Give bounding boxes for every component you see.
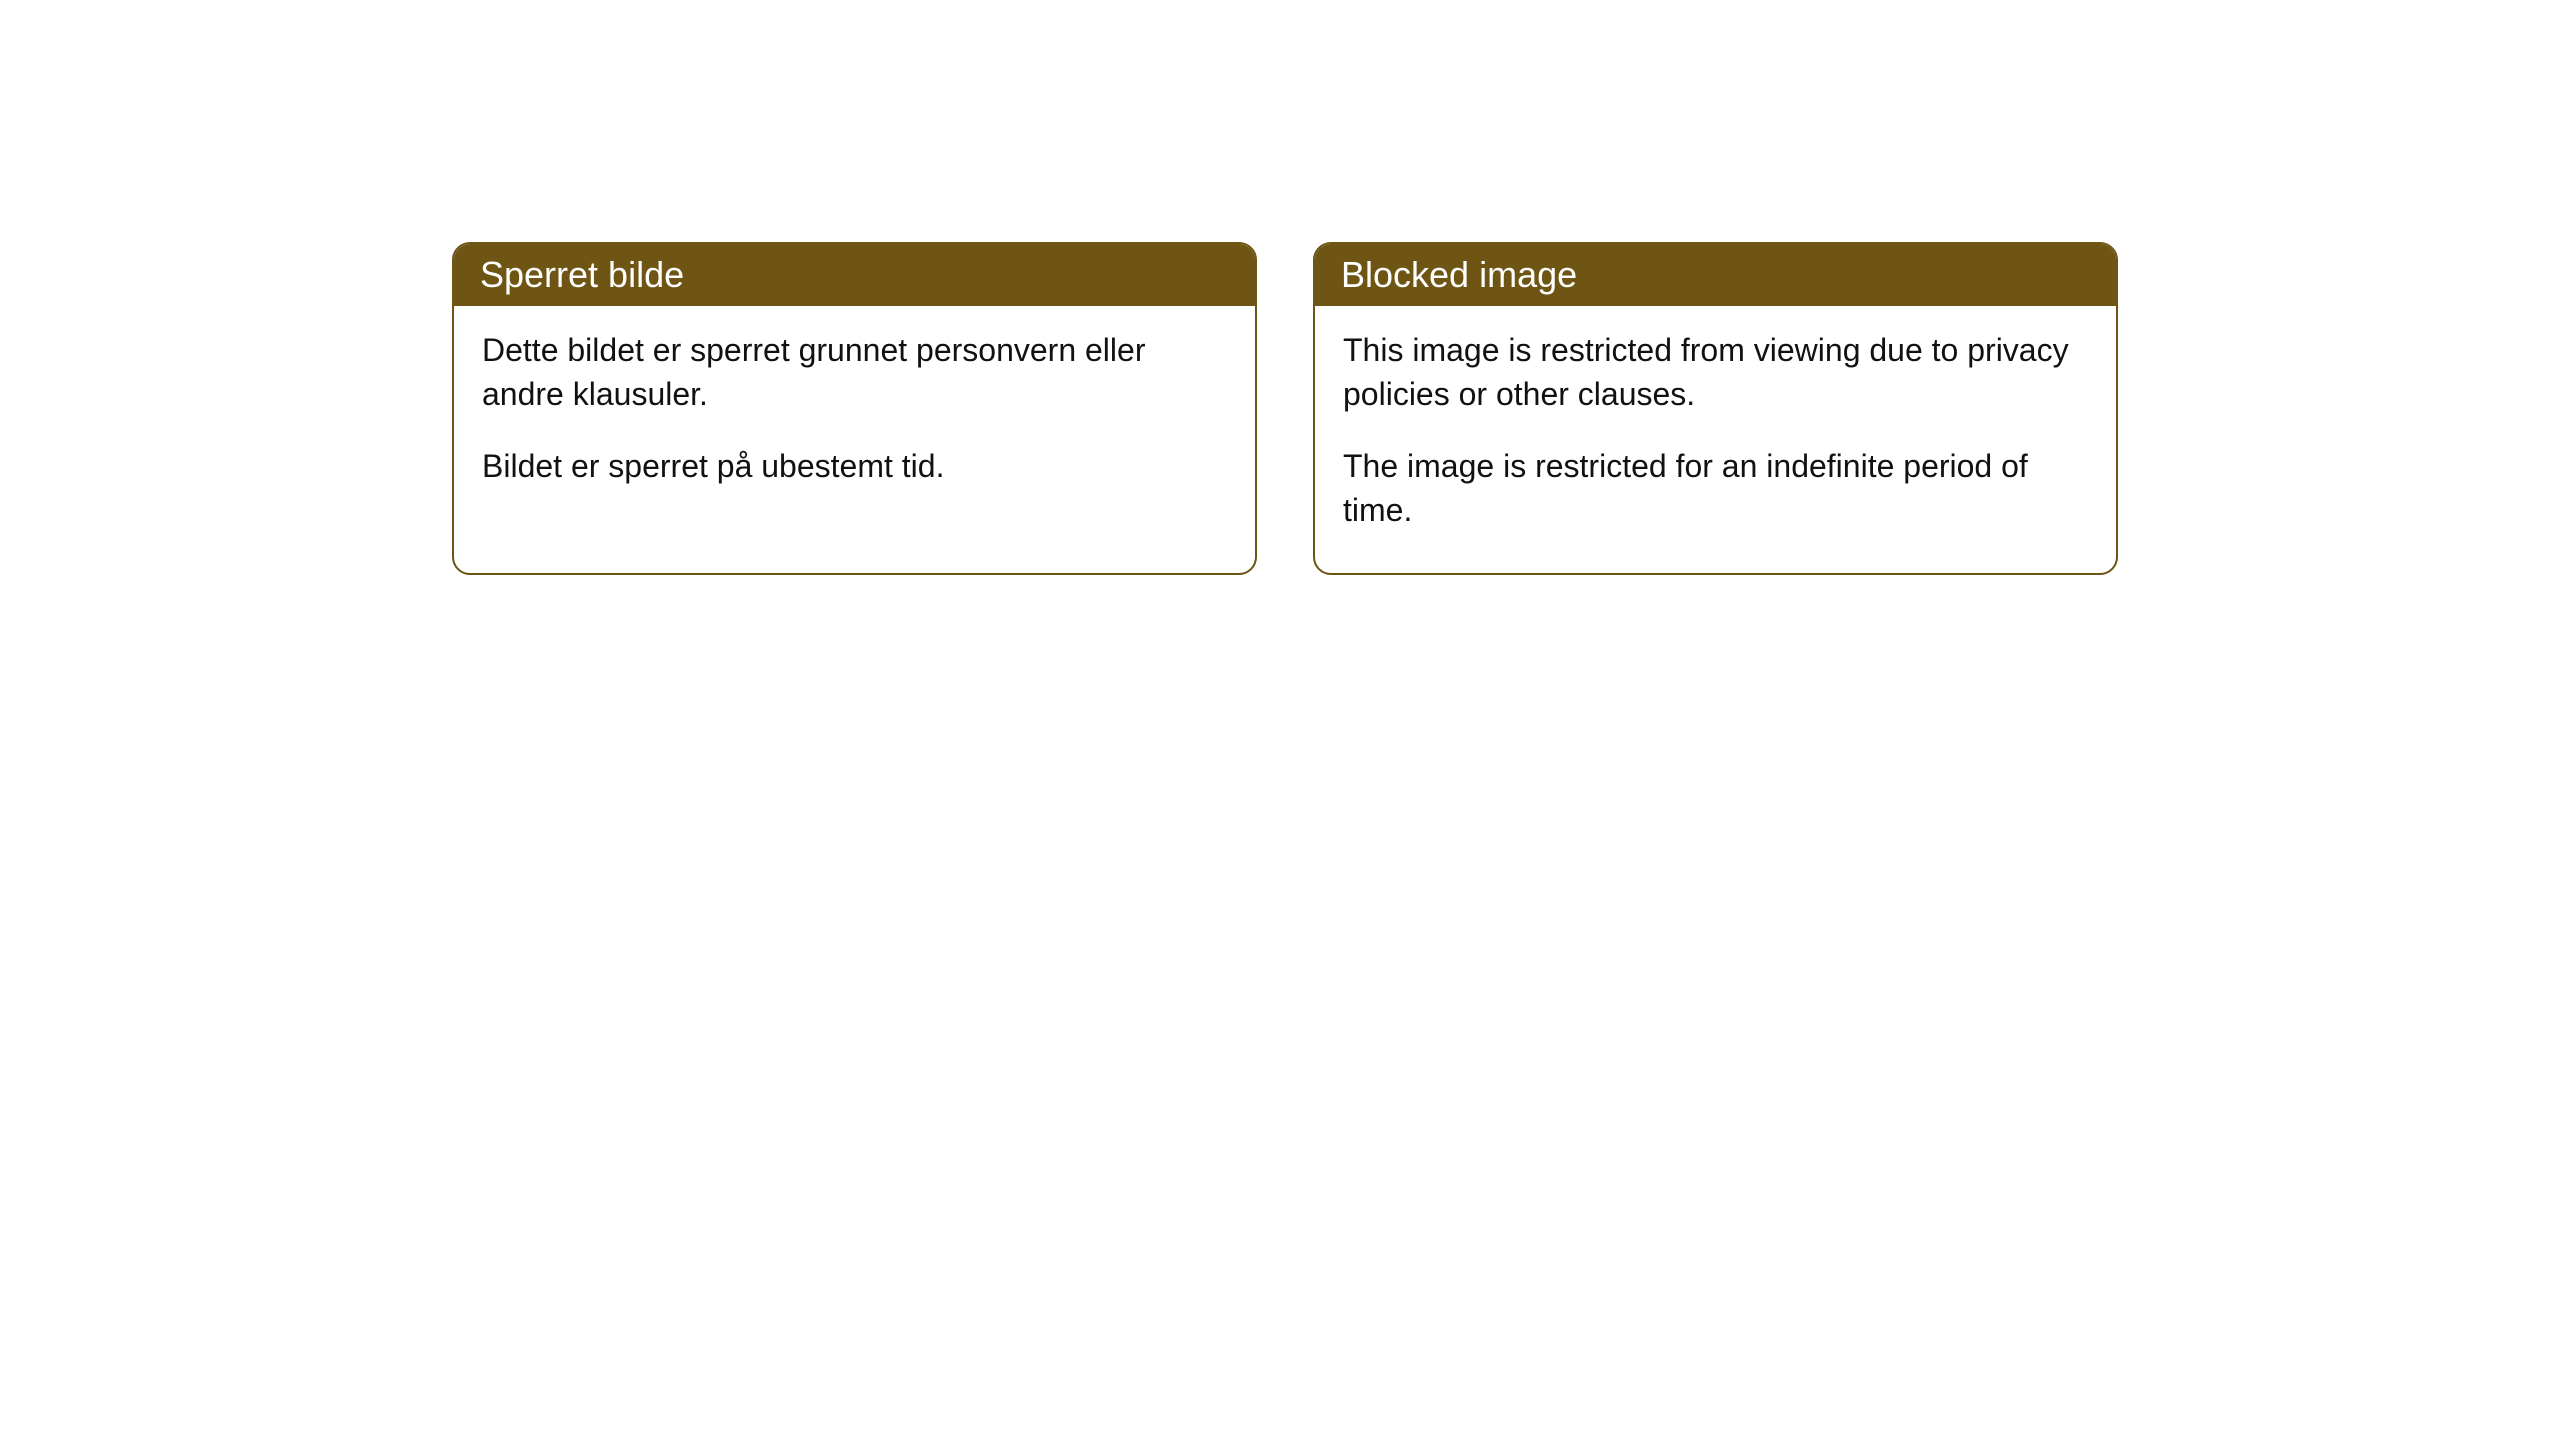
card-paragraph-en-2: The image is restricted for an indefinit… xyxy=(1343,444,2088,532)
card-body-en: This image is restricted from viewing du… xyxy=(1315,306,2116,573)
card-paragraph-no-2: Bildet er sperret på ubestemt tid. xyxy=(482,444,1227,488)
card-header-no: Sperret bilde xyxy=(454,244,1255,306)
card-paragraph-no-1: Dette bildet er sperret grunnet personve… xyxy=(482,328,1227,416)
card-container: Sperret bilde Dette bildet er sperret gr… xyxy=(452,242,2118,575)
card-header-en: Blocked image xyxy=(1315,244,2116,306)
blocked-image-card-en: Blocked image This image is restricted f… xyxy=(1313,242,2118,575)
card-paragraph-en-1: This image is restricted from viewing du… xyxy=(1343,328,2088,416)
card-body-no: Dette bildet er sperret grunnet personve… xyxy=(454,306,1255,528)
blocked-image-card-no: Sperret bilde Dette bildet er sperret gr… xyxy=(452,242,1257,575)
